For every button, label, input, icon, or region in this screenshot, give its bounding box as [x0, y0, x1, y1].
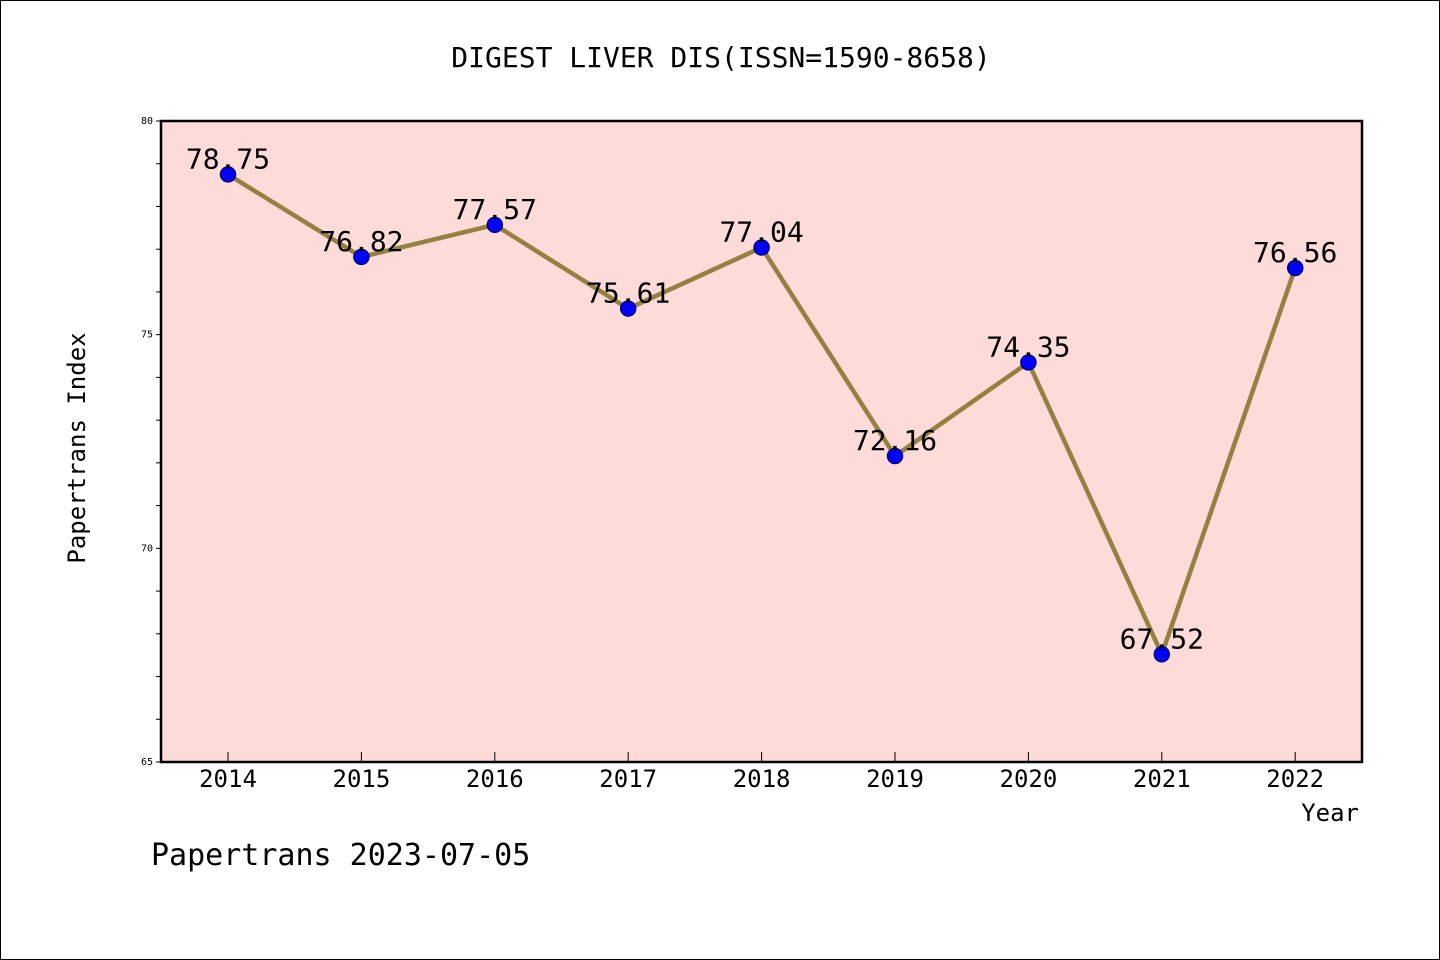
data-point — [619, 300, 637, 317]
series-group — [219, 166, 1304, 663]
x-tick-label: 2018 — [733, 765, 791, 793]
data-label: 77.04 — [719, 215, 803, 248]
data-point — [886, 447, 904, 465]
chart-title: DIGEST LIVER DIS(ISSN=1590-8658) — [451, 41, 990, 74]
y-tick-label: 70 — [141, 543, 153, 554]
x-axis-label: Year — [1301, 799, 1359, 827]
data-label: 72.16 — [853, 424, 937, 457]
x-tick-label: 2020 — [1000, 765, 1058, 793]
data-point — [1153, 646, 1171, 663]
data-label: 77.57 — [453, 193, 537, 226]
data-label: 78.75 — [186, 142, 270, 175]
data-labels: 78.75 76.82 77.57 75.61 77.04 72.16 74.35 67.52… — [186, 142, 1337, 655]
x-axis: 2014 2015 2016 2017 2018 2019 2020 2021 2022 — [199, 752, 1324, 793]
data-label: 76.56 — [1253, 236, 1337, 269]
data-label: 76.82 — [319, 225, 403, 258]
data-point — [353, 248, 370, 266]
data-point — [219, 166, 237, 183]
y-axis-label: Papertrans Index — [63, 332, 91, 563]
data-point — [753, 239, 770, 256]
x-tick-label: 2017 — [599, 765, 657, 793]
y-tick-label: 75 — [141, 330, 153, 341]
footer-text: Papertrans 2023-07-05 — [151, 838, 530, 873]
data-label: 67.52 — [1120, 622, 1204, 655]
x-tick-label: 2014 — [199, 765, 257, 793]
y-axis: 65 70 75 80 — [141, 116, 161, 768]
x-tick-label: 2015 — [333, 765, 391, 793]
x-tick-label: 2021 — [1133, 765, 1191, 793]
data-label: 75.61 — [586, 277, 670, 310]
data-label: 74.35 — [986, 330, 1070, 363]
y-tick-label: 80 — [141, 116, 153, 127]
data-point — [486, 216, 504, 234]
data-point — [1020, 354, 1037, 371]
y-tick-label: 65 — [141, 757, 153, 768]
x-tick-label: 2016 — [466, 765, 524, 793]
x-tick-label: 2022 — [1266, 765, 1324, 793]
data-point — [1286, 259, 1304, 277]
x-tick-label: 2019 — [866, 765, 924, 793]
